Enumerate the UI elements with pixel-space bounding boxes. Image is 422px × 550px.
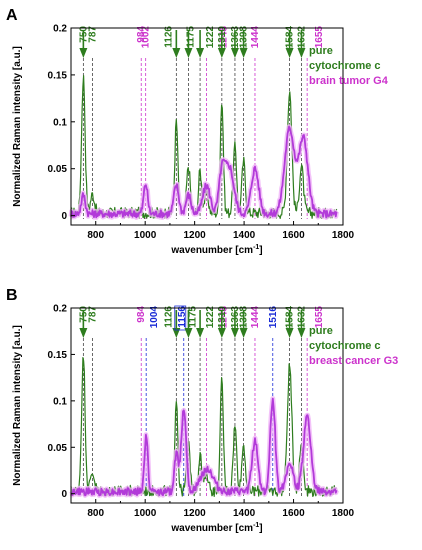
panel-a: A750787984100211261175122212481310136313… xyxy=(6,7,389,256)
x-tick-label: 1000 xyxy=(134,230,157,241)
peak-label-1175: 1175 xyxy=(185,26,196,48)
y-tick-label: 0.2 xyxy=(53,304,67,315)
y-axis-title: Normalized Raman intensity [a.u.] xyxy=(12,46,23,207)
peak-label-1444: 1444 xyxy=(250,26,261,49)
peak-label-1002: 1002 xyxy=(141,26,152,49)
peak-label-1655: 1655 xyxy=(314,26,325,49)
peak-arrowhead-1126 xyxy=(172,328,181,338)
peak-label-787: 787 xyxy=(88,26,99,43)
y-tick-label: 0 xyxy=(61,489,67,500)
legend-cytochrome-line1: pure xyxy=(309,45,333,57)
peak-label-1444: 1444 xyxy=(250,306,261,329)
peak-label-1126: 1126 xyxy=(163,306,174,328)
y-tick-label: 0 xyxy=(61,211,67,222)
y-axis-title: Normalized Raman intensity [a.u.] xyxy=(12,325,23,486)
x-axis-title: wavenumber [cm-1] xyxy=(170,522,262,534)
y-tick-label: 0.1 xyxy=(53,396,67,407)
x-tick-label: 1200 xyxy=(184,230,207,241)
peak-arrowhead-1584 xyxy=(285,328,294,338)
peak-label-1516: 1516 xyxy=(268,306,279,329)
peak-arrowhead-1398 xyxy=(239,328,248,338)
peak-arrowhead-1632 xyxy=(297,48,306,58)
peak-arrowhead-1222 xyxy=(196,48,205,58)
peak-arrowhead-1363 xyxy=(230,328,239,338)
panel-letter: A xyxy=(6,7,18,24)
peak-label-984: 984 xyxy=(136,26,147,43)
peak-label-1248: 1248 xyxy=(219,306,230,329)
y-tick-label: 0.05 xyxy=(48,164,68,175)
y-tick-label: 0.15 xyxy=(48,350,68,361)
peak-label-1175: 1175 xyxy=(187,306,198,328)
peak-label-1156: 1156 xyxy=(177,306,188,328)
peak-label-1248: 1248 xyxy=(219,26,230,49)
x-axis-title: wavenumber [cm-1] xyxy=(170,244,262,256)
peak-arrowhead-1632 xyxy=(297,328,306,338)
legend-cytochrome-line1: pure xyxy=(309,325,333,337)
peak-arrowhead-1584 xyxy=(285,48,294,58)
x-tick-label: 1200 xyxy=(184,508,207,519)
peak-label-1655: 1655 xyxy=(314,306,325,329)
panel-letter: B xyxy=(6,287,18,304)
peak-label-1004: 1004 xyxy=(149,306,160,329)
legend-cytochrome-line2: cytochrome c xyxy=(309,60,381,72)
peak-arrowhead-1363 xyxy=(230,48,239,58)
peak-arrowhead-1126 xyxy=(172,48,181,58)
series-line-1 xyxy=(70,125,338,219)
legend-cytochrome-line2: cytochrome c xyxy=(309,340,381,352)
y-tick-label: 0.2 xyxy=(53,24,67,35)
peak-arrowhead-1222 xyxy=(196,328,205,338)
panel-b: B750787984100411261156117512221248131013… xyxy=(6,287,398,534)
legend-tissue: breast cancer G3 xyxy=(309,355,398,367)
legend-tissue: brain tumor G4 xyxy=(309,75,389,87)
peak-label-984: 984 xyxy=(136,306,147,323)
x-tick-label: 1800 xyxy=(332,508,355,519)
x-tick-label: 1000 xyxy=(134,508,157,519)
peak-arrowhead-1175 xyxy=(184,328,193,338)
x-tick-label: 800 xyxy=(87,508,104,519)
peak-arrowhead-750 xyxy=(79,328,88,338)
x-tick-label: 1600 xyxy=(282,230,305,241)
peak-label-787: 787 xyxy=(88,306,99,323)
peak-arrowhead-1175 xyxy=(184,48,193,58)
peak-box-1156 xyxy=(174,305,187,331)
x-tick-label: 1600 xyxy=(282,508,305,519)
peak-arrowhead-1398 xyxy=(239,48,248,58)
peak-arrowhead-1310 xyxy=(217,48,226,58)
plot-frame xyxy=(70,27,344,226)
peak-label-1222: 1222 xyxy=(205,306,216,329)
peak-label-1222: 1222 xyxy=(205,26,216,49)
x-tick-label: 1800 xyxy=(332,230,355,241)
plot-frame xyxy=(70,307,344,504)
peak-label-1126: 1126 xyxy=(163,26,174,48)
y-tick-label: 0.15 xyxy=(48,70,68,81)
series-line-1 xyxy=(70,397,338,497)
peak-arrowhead-1310 xyxy=(217,328,226,338)
x-tick-label: 800 xyxy=(87,230,104,241)
y-tick-label: 0.05 xyxy=(48,443,68,454)
x-tick-label: 1400 xyxy=(233,508,256,519)
peak-arrowhead-750 xyxy=(79,48,88,58)
y-tick-label: 0.1 xyxy=(53,117,67,128)
x-tick-label: 1400 xyxy=(233,230,256,241)
